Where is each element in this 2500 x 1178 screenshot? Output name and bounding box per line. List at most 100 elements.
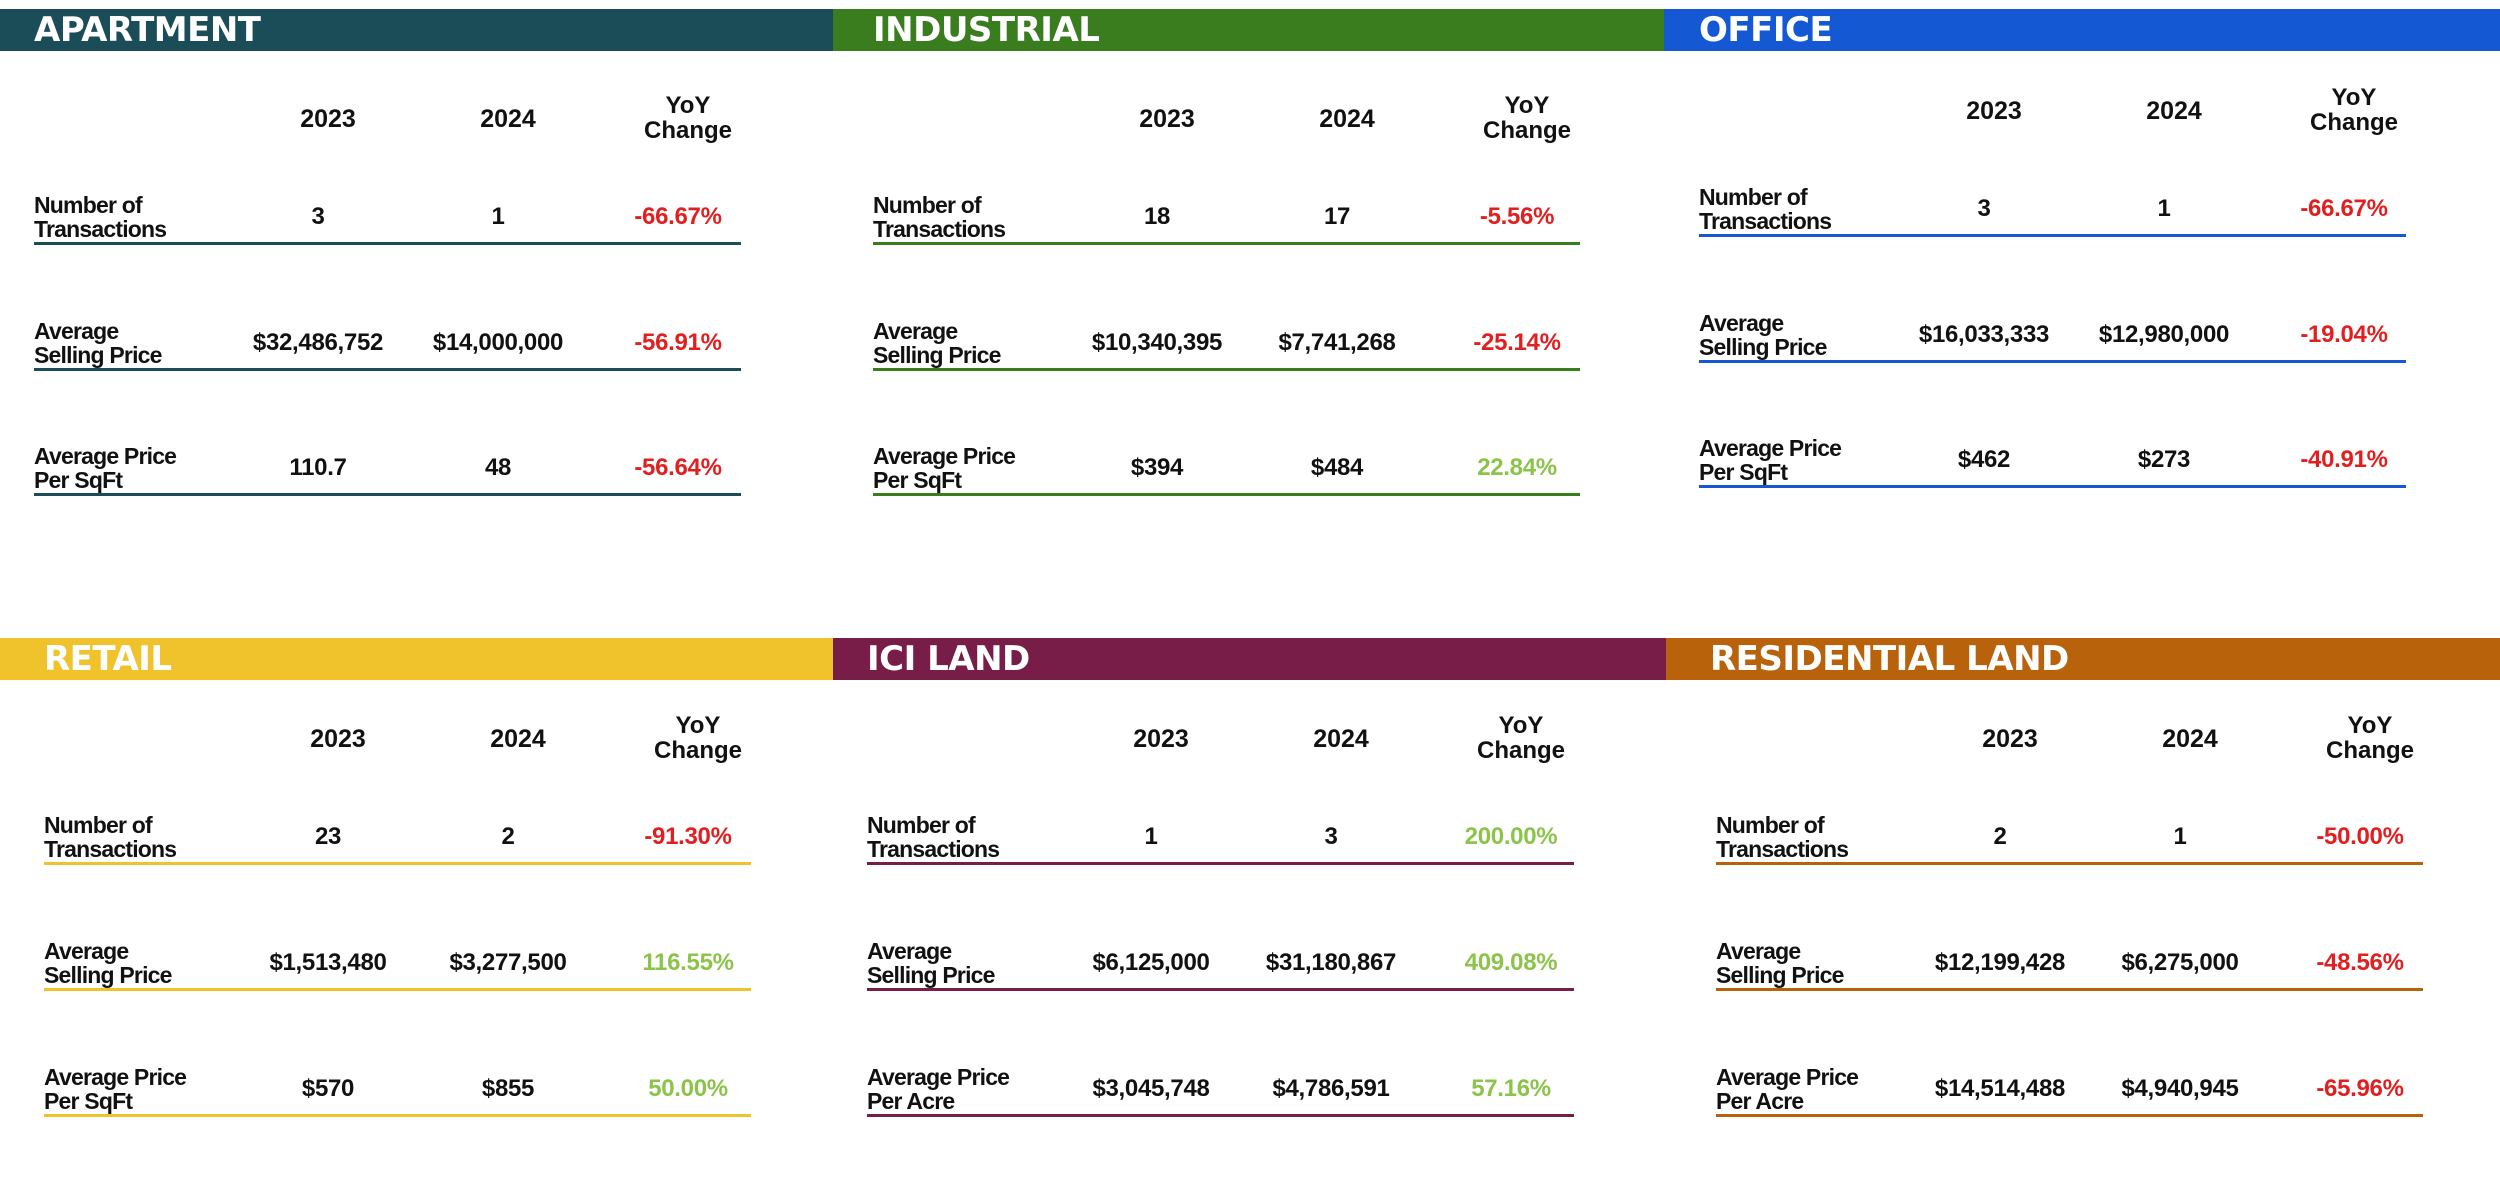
row-label: Average Selling Price: [44, 939, 172, 987]
column-header-2024: 2024: [2146, 97, 2202, 125]
panel-office: OFFICE 2023 2024 YoY Change Number of Tra…: [1664, 9, 2500, 549]
value-2023: $6,125,000: [1092, 949, 1210, 976]
value-yoy-change: -56.64%: [634, 454, 722, 481]
row-label: Average Price Per SqFt: [1699, 436, 1842, 485]
yoy-line-1: YoY: [675, 712, 721, 739]
value-yoy-change: 409.08%: [1464, 949, 1558, 976]
table-row-avg-selling-price: Average Selling Price $32,486,752 $14,000…: [34, 315, 741, 371]
table-row-avg-selling-price: Average Selling Price $12,199,428 $6,275,…: [1716, 935, 2423, 991]
column-header-yoy-change: YoY Change: [628, 93, 748, 143]
row-label-line-1: Number of: [44, 812, 153, 838]
table-row-avg-price-per-unit: Average Price Per SqFt $570 $855 50.00%: [44, 1061, 751, 1117]
panel-title-banner: RETAIL: [0, 638, 833, 680]
column-header-2023: 2023: [300, 105, 356, 133]
row-label: Average Selling Price: [867, 939, 995, 987]
row-divider: [867, 1114, 1574, 1117]
table-row-avg-price-per-unit: Average Price Per Acre $3,045,748 $4,786,…: [867, 1061, 1574, 1117]
row-divider: [873, 493, 1580, 496]
value-2024: 1: [2173, 823, 2187, 850]
value-yoy-change: 57.16%: [1471, 1075, 1551, 1102]
value-2023: $1,513,480: [269, 949, 387, 976]
row-label: Number of Transactions: [34, 193, 167, 242]
panel-title: INDUSTRIAL: [873, 10, 1100, 50]
row-label-line-2: Transactions: [34, 216, 167, 242]
value-2023: $570: [301, 1075, 355, 1102]
panel-title-banner: OFFICE: [1664, 9, 2500, 51]
value-2024: $273: [2137, 446, 2191, 473]
yoy-line-2: Change: [1476, 737, 1565, 764]
row-label-line-2: Selling Price: [873, 342, 1001, 368]
value-yoy-change: -25.14%: [1473, 329, 1561, 356]
table-row-transactions: Number of Transactions 3 1 -66.67%: [34, 189, 741, 245]
yoy-line-1: YoY: [2347, 712, 2393, 739]
row-label-line-1: Number of: [1699, 184, 1808, 210]
value-yoy-change: 200.00%: [1464, 823, 1558, 850]
yoy-line-2: Change: [653, 737, 742, 764]
value-2023: 3: [311, 203, 325, 230]
table-row-transactions: Number of Transactions 18 17 -5.56%: [873, 189, 1580, 245]
row-label-line-2: Per Acre: [1716, 1088, 1804, 1114]
row-divider: [873, 368, 1580, 371]
yoy-line-2: Change: [643, 117, 732, 144]
value-2024: $6,275,000: [2121, 949, 2239, 976]
row-label-line-1: Average Price: [873, 443, 1016, 469]
row-label: Average Price Per Acre: [867, 1064, 1010, 1114]
column-header-yoy-change: YoY Change: [2310, 713, 2430, 763]
value-2023: 18: [1143, 203, 1171, 230]
row-divider: [34, 242, 741, 245]
row-label-line-2: Per SqFt: [1699, 459, 1788, 485]
row-label-line-1: Average Price: [867, 1064, 1010, 1090]
value-yoy-change: 116.55%: [642, 949, 734, 976]
row-label-line-2: Per SqFt: [873, 467, 962, 493]
row-label-line-2: Transactions: [44, 836, 177, 862]
value-2023: $462: [1957, 446, 2011, 473]
panel-retail: RETAIL 2023 2024 YoY Change Number of Tra…: [0, 638, 833, 1178]
value-2024: $31,180,867: [1265, 949, 1397, 976]
column-header-2024: 2024: [490, 725, 546, 753]
column-header-yoy-change: YoY Change: [2294, 85, 2414, 135]
table-row-avg-selling-price: Average Selling Price $16,033,333 $12,980…: [1699, 307, 2406, 363]
panel-residential-land: RESIDENTIAL LAND 2023 2024 YoY Change Nu…: [1666, 638, 2500, 1178]
row-label-line-1: Average Price: [44, 1064, 187, 1090]
value-yoy-change: 50.00%: [648, 1075, 728, 1102]
row-label-line-2: Transactions: [1716, 836, 1849, 862]
value-2023: $394: [1130, 454, 1184, 481]
value-2023: $32,486,752: [252, 329, 384, 356]
yoy-line-1: YoY: [1504, 92, 1550, 119]
row-label-line-1: Number of: [1716, 812, 1825, 838]
panel-apartment: APARTMENT 2023 2024 YoY Change Number of…: [0, 9, 833, 549]
panel-title-banner: INDUSTRIAL: [833, 9, 1666, 51]
table-row-avg-price-per-unit: Average Price Per Acre $14,514,488 $4,940…: [1716, 1061, 2423, 1117]
row-divider: [1699, 360, 2406, 363]
table-row-avg-selling-price: Average Selling Price $6,125,000 $31,180,…: [867, 935, 1574, 991]
value-2023: 2: [1993, 823, 2007, 850]
value-2023: 110.7: [289, 454, 347, 481]
row-label-line-2: Selling Price: [867, 962, 995, 988]
panel-title-banner: RESIDENTIAL LAND: [1666, 638, 2500, 680]
value-2023: $14,514,488: [1934, 1075, 2066, 1102]
value-yoy-change: -91.30%: [644, 823, 732, 850]
row-divider: [1699, 485, 2406, 488]
row-label-line-2: Per Acre: [867, 1088, 955, 1114]
row-divider: [44, 1114, 751, 1117]
value-2024: 48: [484, 454, 512, 481]
column-header-2023: 2023: [1133, 725, 1189, 753]
row-divider: [44, 862, 751, 865]
panel-title: APARTMENT: [34, 10, 261, 50]
row-label: Average Price Per SqFt: [34, 444, 177, 492]
value-2024: $14,000,000: [432, 329, 564, 356]
column-header-2024: 2024: [1313, 725, 1369, 753]
value-yoy-change: -19.04%: [2300, 321, 2388, 348]
value-yoy-change: -40.91%: [2300, 446, 2388, 473]
row-label-line-2: Transactions: [867, 836, 1000, 862]
value-2023: 3: [1977, 195, 1991, 222]
value-yoy-change: -66.67%: [2300, 195, 2388, 222]
column-header-2023: 2023: [1966, 97, 2022, 125]
panel-title-banner: APARTMENT: [0, 9, 833, 51]
column-header-yoy-change: YoY Change: [1467, 93, 1587, 143]
column-header-2024: 2024: [2162, 725, 2218, 753]
panel-title-banner: ICI LAND: [833, 638, 1666, 680]
row-divider: [867, 862, 1574, 865]
row-label: Average Price Per SqFt: [44, 1064, 187, 1113]
row-label-line-1: Average: [867, 938, 952, 964]
